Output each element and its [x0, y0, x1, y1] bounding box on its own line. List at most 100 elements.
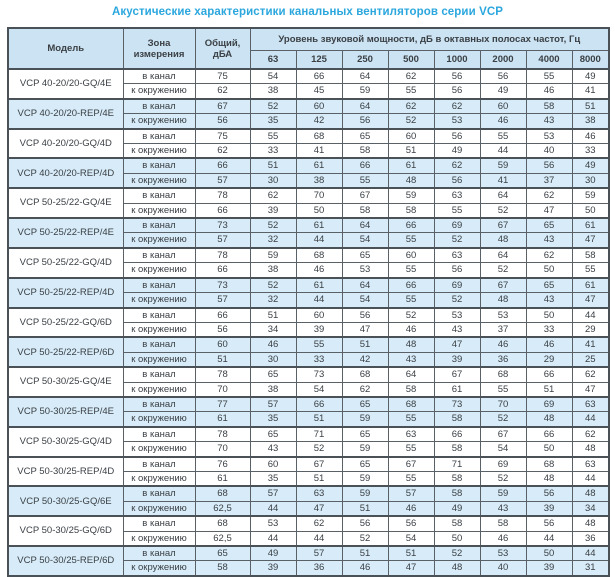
zone-cell: в канал [122, 187, 196, 204]
value-cell: 49 [433, 143, 481, 159]
value-cell: 31 [571, 560, 610, 577]
total-cell: 56 [194, 321, 251, 338]
value-cell: 62 [525, 187, 573, 204]
zone-cell: в канал [122, 306, 196, 323]
value-cell: 65 [341, 127, 389, 145]
value-cell: 55 [387, 262, 435, 279]
value-cell: 44 [249, 530, 297, 547]
value-cell: 61 [387, 157, 435, 174]
value-cell: 67 [479, 217, 527, 234]
value-cell: 55 [295, 336, 343, 353]
total-cell: 73 [194, 217, 251, 234]
value-cell: 58 [387, 202, 435, 219]
value-cell: 54 [295, 381, 343, 398]
value-cell: 46 [341, 560, 389, 577]
value-cell: 56 [433, 83, 481, 100]
value-cell: 48 [525, 470, 573, 487]
value-cell: 61 [571, 276, 610, 294]
value-cell: 56 [387, 515, 435, 532]
value-cell: 56 [433, 68, 481, 85]
col-header-freq-63: 63 [249, 50, 297, 70]
total-cell: 78 [194, 425, 251, 443]
value-cell: 33 [525, 321, 573, 338]
value-cell: 60 [479, 97, 527, 115]
total-cell: 68 [194, 485, 251, 502]
value-cell: 33 [249, 143, 297, 159]
value-cell: 55 [387, 292, 435, 308]
value-cell: 43 [479, 500, 527, 517]
value-cell: 61 [571, 217, 610, 234]
value-cell: 52 [479, 202, 527, 219]
table-row-duct: VCP 50-30/25-GQ/6D в канал 68 53 62 56 56 58 58 5… [7, 515, 610, 547]
value-cell: 73 [433, 395, 481, 413]
value-cell: 66 [525, 425, 573, 443]
value-cell: 60 [387, 127, 435, 145]
value-cell: 47 [341, 321, 389, 338]
value-cell: 44 [295, 292, 343, 308]
value-cell: 58 [433, 441, 481, 458]
total-cell: 76 [194, 455, 251, 472]
value-cell: 51 [295, 470, 343, 487]
value-cell: 59 [341, 470, 389, 487]
value-cell: 58 [387, 381, 435, 398]
value-cell: 49 [249, 545, 297, 562]
value-cell: 51 [387, 143, 435, 159]
value-cell: 35 [249, 470, 297, 487]
value-cell: 48 [479, 232, 527, 249]
value-cell: 69 [479, 455, 527, 472]
table-row-ambient: к окружению 70 38 54 62 58 61 55 51 47 [8, 381, 610, 398]
value-cell: 65 [341, 246, 389, 264]
table-row-ambient: к окружению 62,5 44 44 52 54 50 46 44 36 [8, 530, 610, 547]
value-cell: 64 [341, 68, 389, 85]
value-cell: 33 [571, 143, 610, 159]
total-cell: 51 [194, 351, 251, 368]
table-row-duct: VCP 50-30/25-GQ/6E в канал 68 57 63 59 57 58 59 5… [7, 485, 610, 517]
value-cell: 47 [571, 381, 610, 398]
value-cell: 57 [249, 485, 297, 502]
value-cell: 41 [295, 143, 343, 159]
total-cell: 68 [194, 515, 251, 532]
col-header-freq-1000: 1000 [433, 50, 481, 70]
zone-cell: в канал [122, 217, 196, 234]
col-header-freq-125: 125 [295, 50, 343, 70]
model-cell: VCP 50-30/25-GQ/4E [7, 366, 124, 398]
value-cell: 43 [525, 292, 573, 308]
value-cell: 38 [571, 113, 610, 130]
value-cell: 62 [387, 97, 435, 115]
value-cell: 53 [433, 113, 481, 130]
value-cell: 62 [433, 157, 481, 174]
value-cell: 58 [525, 97, 573, 115]
value-cell: 65 [525, 276, 573, 294]
value-cell: 50 [525, 441, 573, 458]
value-cell: 38 [249, 381, 297, 398]
table-body: VCP 40-20/20-GQ/4E в канал 75 54 66 64 62 56 56 5… [7, 68, 610, 577]
value-cell: 68 [525, 455, 573, 472]
total-cell: 62,5 [194, 500, 251, 517]
value-cell: 64 [341, 217, 389, 234]
zone-cell: в канал [122, 127, 196, 145]
value-cell: 25 [571, 351, 610, 368]
zone-cell: в канал [122, 515, 196, 532]
value-cell: 49 [479, 83, 527, 100]
value-cell: 36 [479, 351, 527, 368]
value-cell: 57 [249, 395, 297, 413]
value-cell: 50 [571, 202, 610, 219]
zone-cell: к окружению [122, 172, 196, 189]
value-cell: 36 [571, 530, 610, 547]
value-cell: 51 [571, 97, 610, 115]
total-cell: 77 [194, 395, 251, 413]
table-row-duct: VCP 40-20/20-REP/4E в канал 67 52 60 64 62 62 60… [7, 97, 610, 130]
zone-cell: к окружению [122, 381, 196, 398]
value-cell: 64 [341, 97, 389, 115]
value-cell: 52 [387, 306, 435, 323]
value-cell: 33 [295, 351, 343, 368]
value-cell: 37 [525, 172, 573, 189]
value-cell: 46 [295, 262, 343, 279]
value-cell: 67 [479, 276, 527, 294]
value-cell: 58 [341, 143, 389, 159]
value-cell: 55 [525, 68, 573, 85]
value-cell: 51 [341, 336, 389, 353]
zone-cell: к окружению [122, 470, 196, 487]
value-cell: 59 [479, 157, 527, 174]
value-cell: 56 [341, 515, 389, 532]
